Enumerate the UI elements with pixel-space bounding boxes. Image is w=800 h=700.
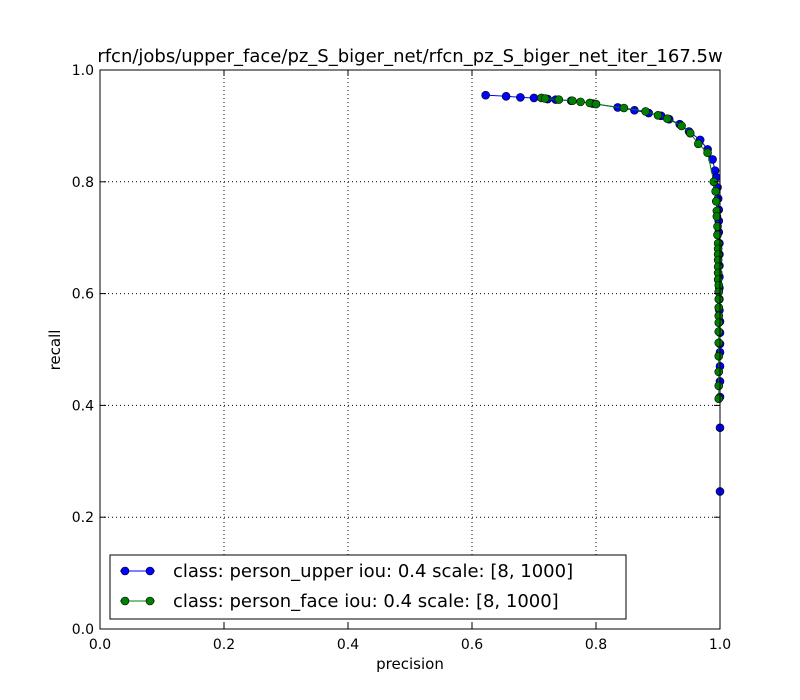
data-point	[714, 381, 724, 391]
data-point	[685, 128, 695, 138]
data-point	[540, 94, 550, 103]
legend-marker	[145, 596, 155, 606]
legend-label-person-upper: class: person_upper iou: 0.4 scale: [8, …	[173, 561, 573, 582]
data-point	[591, 99, 601, 109]
y-tick-label: 0.4	[72, 398, 94, 414]
legend-marker	[145, 566, 155, 576]
data-point	[703, 148, 712, 158]
x-tick-label: 0.8	[585, 637, 607, 653]
legend-marks	[120, 566, 155, 606]
data-point	[714, 303, 724, 312]
x-tick-label: 0.0	[89, 637, 111, 653]
y-tick-label: 0.2	[72, 510, 94, 526]
x-tick-label: 1.0	[709, 637, 731, 653]
data-point	[714, 367, 724, 377]
legend-marker	[120, 566, 130, 576]
data-point	[619, 103, 629, 113]
y-tick-label: 0.8	[72, 175, 94, 191]
data-point	[714, 327, 724, 336]
data-point	[714, 338, 724, 348]
data-point	[529, 93, 539, 103]
x-axis-label: precision	[376, 655, 444, 673]
legend-label-person-face: class: person_face iou: 0.4 scale: [8, 1…	[173, 591, 559, 612]
data-point	[677, 121, 686, 131]
legend-marker	[120, 596, 130, 606]
data-point	[712, 212, 722, 221]
data-point	[711, 187, 720, 196]
x-tick-label: 0.4	[337, 637, 359, 653]
x-tick-label: 0.2	[213, 637, 235, 653]
data-point	[711, 197, 721, 206]
data-point	[568, 96, 577, 106]
data-point	[662, 114, 672, 123]
data-point	[554, 95, 564, 104]
data-point	[641, 107, 650, 116]
legend-box	[109, 554, 627, 620]
data-point	[576, 97, 585, 107]
data-point	[714, 294, 724, 304]
y-tick-label: 1.0	[72, 63, 94, 79]
data-point	[714, 318, 724, 327]
plot-frame	[99, 69, 721, 630]
x-tick-label: 0.6	[461, 637, 483, 653]
data-point	[653, 110, 663, 120]
data-point	[516, 93, 525, 102]
data-point	[693, 139, 703, 149]
tick-layer: 0.0 0.2 0.4 0.6 0.8 1.0 0.0 0.2 0.4 0.6 0.8 1.0	[72, 63, 731, 653]
chart-title: rfcn/jobs/upper_face/pz_S_biger_net/rfcn…	[97, 46, 722, 67]
y-tick-label: 0.0	[72, 622, 94, 638]
y-axis-label: recall	[46, 330, 64, 371]
data-point	[501, 91, 511, 101]
data-point	[714, 394, 724, 403]
legend: class: person_upper iou: 0.4 scale: [8, …	[109, 554, 627, 620]
grid	[100, 70, 720, 629]
y-tick-label: 0.6	[72, 287, 94, 303]
data-point	[481, 90, 490, 100]
data-point	[714, 287, 724, 297]
data-point	[714, 351, 724, 361]
